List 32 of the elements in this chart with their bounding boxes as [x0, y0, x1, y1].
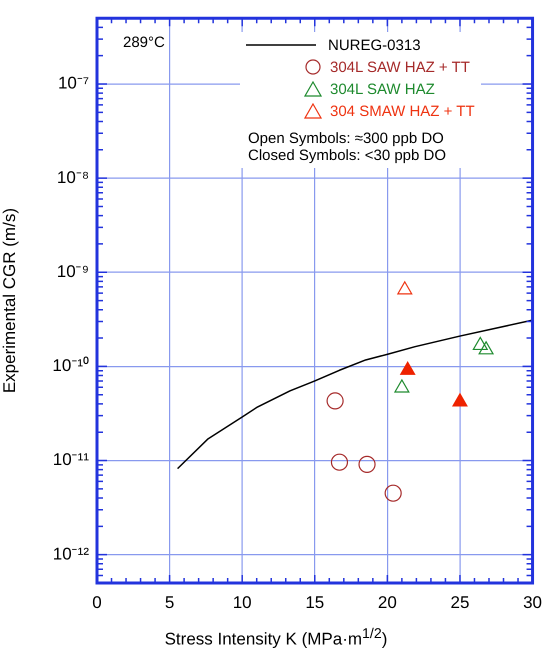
x-tick-label: 5 [164, 592, 174, 612]
annotation: 289°C [123, 34, 165, 51]
point [394, 379, 410, 393]
x-tick-label: 15 [305, 592, 324, 612]
y-tick-label: 10⁻⁷ [58, 74, 89, 93]
point [472, 336, 488, 350]
point [358, 456, 376, 473]
legend-label: NUREG-0313 [328, 36, 421, 54]
annotation: Open Symbols: ≈300 ppb DO [248, 130, 445, 147]
y-tick-label: 10⁻¹¹ [52, 450, 90, 470]
x-tick-label: 10 [232, 592, 252, 612]
y-tick-label: 10⁻¹² [52, 544, 90, 564]
point [330, 454, 348, 471]
x-axis-title: Stress Intensity K (MPa·m$^{1/2}$) [164, 626, 388, 650]
y-tick-label: 10⁻⁹ [56, 262, 89, 281]
y-axis-title: Experimental CGR (m/s) [0, 208, 19, 394]
x-tick-label: 25 [450, 592, 470, 612]
point [384, 484, 402, 502]
point [397, 281, 412, 294]
x-tick-label: 20 [378, 592, 397, 612]
point [478, 341, 494, 354]
y-tick-label: 10⁻⁸ [56, 168, 89, 187]
legend-label: 304L SAW HAZ + TT [330, 58, 470, 76]
annotation: Closed Symbols: <30 ppb DO [248, 147, 448, 164]
point [452, 393, 468, 406]
x-tick-label: 30 [523, 592, 542, 612]
legend-label: 304L SAW HAZ [330, 80, 435, 98]
x-tick-label: 0 [92, 592, 102, 612]
point [400, 362, 416, 375]
point [326, 392, 344, 410]
y-tick-label: 10⁻¹⁰ [52, 356, 89, 376]
legend-label: 304 SMAW HAZ + TT [330, 102, 475, 120]
